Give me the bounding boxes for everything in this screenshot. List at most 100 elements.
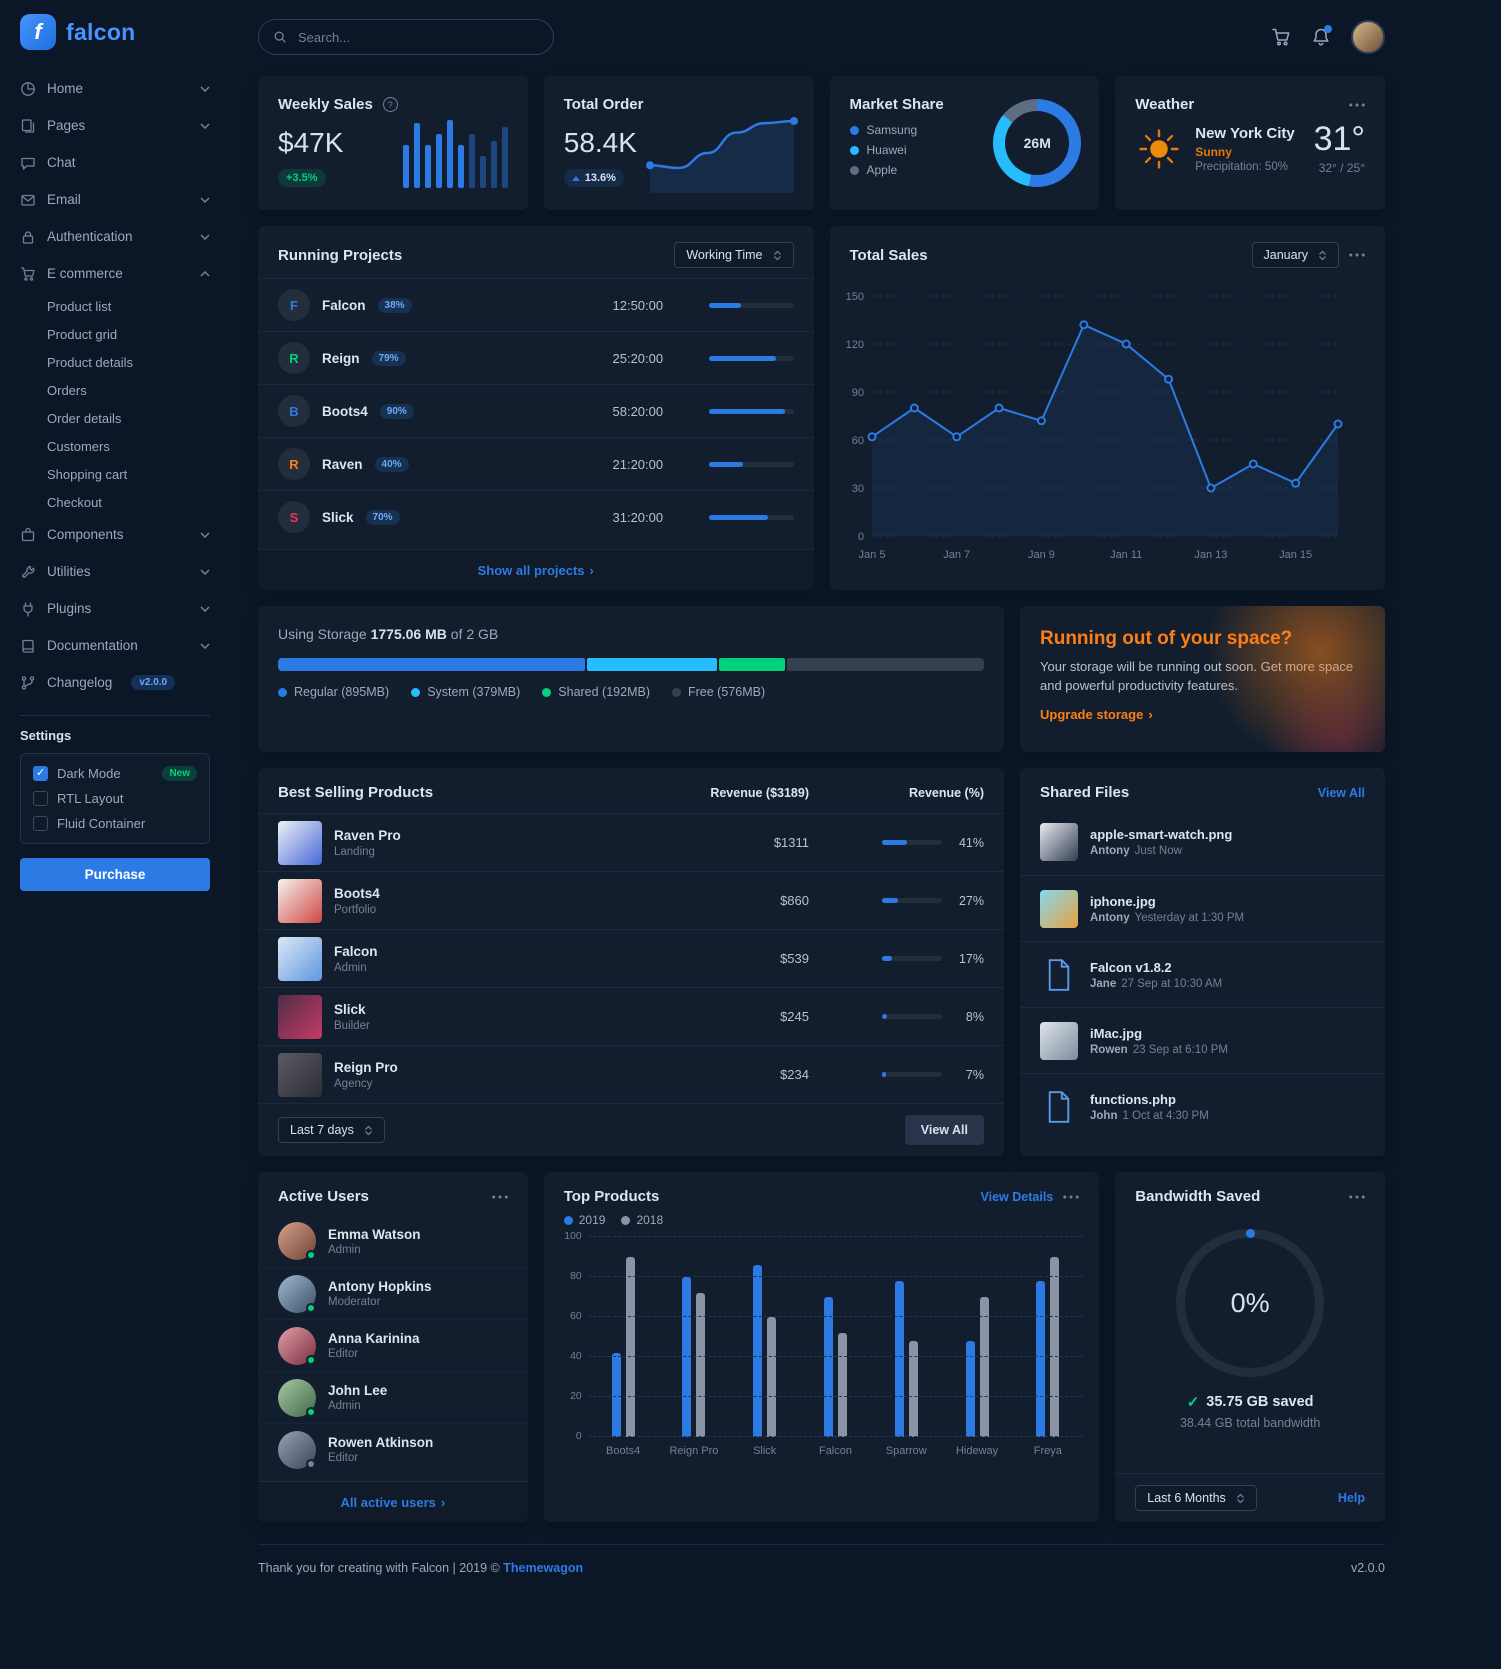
sidebar-item-authentication[interactable]: Authentication [20,218,210,255]
sidebar-item-product-list[interactable]: Product list [47,298,112,314]
card-menu-icon[interactable] [1063,1194,1079,1199]
period-select[interactable]: Last 6 Months [1135,1485,1257,1511]
sidebar-item-documentation[interactable]: Documentation [20,627,210,664]
view-all-button[interactable]: View All [904,1115,984,1145]
check-icon: ✓ [1186,1394,1200,1411]
file-row[interactable]: Falcon v1.8.2 Jane 27 Sep at 10:30 AM [1020,941,1385,1007]
new-badge: New [162,766,197,781]
product-name[interactable]: Slick [334,1001,366,1017]
user-name[interactable]: Rowen Atkinson [328,1435,434,1450]
legend-item: Regular (895MB) [278,685,389,699]
user-name[interactable]: Anna Karinina [328,1331,420,1346]
chevron-right-icon: › [1148,706,1153,722]
project-progress-badge: 79% [371,350,406,366]
storage-upsell-card: Running out of your space? Your storage … [1020,606,1385,752]
product-revenue: $860 [780,893,809,908]
sidebar-item-shopping-cart[interactable]: Shopping cart [47,466,128,482]
project-progress-bar [708,408,794,414]
help-link[interactable]: Help [1337,1491,1365,1505]
sidebar-item-product-details[interactable]: Product details [47,354,133,370]
card-menu-icon[interactable] [1349,253,1365,257]
book-icon [22,639,34,653]
sort-arrows-icon [1236,1493,1244,1503]
cart-icon[interactable] [1271,27,1291,47]
file-time: 1 Oct at 4:30 PM [1122,1109,1209,1122]
avatar [278,1326,316,1365]
sidebar-item-plugins[interactable]: Plugins [20,590,210,627]
sidebar-item-customers[interactable]: Customers [47,438,110,454]
revenue-column-header: Revenue ($3189) [710,785,809,800]
nav-label: Documentation [47,638,138,653]
storage-title: Using Storage 1775.06 MB of 2 GB [278,626,499,642]
dark-mode-checkbox[interactable] [33,766,48,781]
project-name[interactable]: Slick [322,509,354,525]
search-box[interactable] [258,19,554,55]
product-name[interactable]: Falcon [334,943,378,959]
date-range-select[interactable]: Last 7 days [278,1117,385,1143]
chevron-down-icon [200,605,210,612]
purchase-button[interactable]: Purchase [20,858,210,891]
project-name[interactable]: Raven [322,456,363,472]
sidebar-item-chat[interactable]: Chat [20,144,210,181]
sidebar-item-product-grid[interactable]: Product grid [47,326,118,342]
revenue-pct: 7% [965,1067,984,1082]
fluid-container-toggle[interactable]: Fluid Container [33,816,197,831]
file-icon [1048,1090,1070,1123]
bell-icon[interactable] [1311,25,1332,47]
fluid-checkbox[interactable] [33,816,48,831]
project-name[interactable]: Reign [322,350,360,366]
wrench-icon [21,565,35,578]
sidebar-item-utilities[interactable]: Utilities [20,553,210,590]
rtl-checkbox[interactable] [33,791,48,806]
all-active-users-link[interactable]: All active users › [258,1481,528,1522]
sidebar-item-email[interactable]: Email [20,181,210,218]
nav-label: Chat [47,155,76,170]
file-row[interactable]: functions.php John 1 Oct at 4:30 PM [1020,1073,1385,1139]
sidebar-item-order-details[interactable]: Order details [47,410,122,426]
card-menu-icon[interactable] [1349,1194,1365,1199]
user-row: Rowen Atkinson Editor [258,1423,528,1475]
file-row[interactable]: iphone.jpg Antony Yesterday at 1:30 PM [1020,875,1385,941]
help-icon[interactable]: ? [382,97,398,112]
user-avatar[interactable] [1351,20,1385,54]
product-name[interactable]: Reign Pro [334,1059,398,1075]
legend-dot [278,687,287,697]
project-name[interactable]: Falcon [322,297,366,313]
sidebar-item-changelog[interactable]: Changelog v2.0.0 [20,664,210,701]
working-time-select[interactable]: Working Time [674,242,794,268]
brand-logo[interactable]: f falcon [20,14,210,50]
user-name[interactable]: Antony Hopkins [328,1279,432,1294]
upsell-body: Your storage will be running out soon. G… [1040,659,1354,693]
show-all-projects[interactable]: Show all projects › [258,549,814,590]
top-products-chart: 0 20 40 60 80 100 Boots4 Reign Pro Slick Falcon S… [544,1230,1100,1457]
search-input[interactable] [296,28,539,46]
card-menu-icon[interactable] [492,1194,508,1199]
user-name[interactable]: John Lee [328,1383,388,1398]
user-name[interactable]: Emma Watson [328,1226,421,1242]
sidebar-item-checkout[interactable]: Checkout [47,494,102,510]
dark-mode-toggle[interactable]: Dark Mode New [33,766,197,781]
project-name[interactable]: Boots4 [322,403,368,419]
sidebar-item-ecommerce[interactable]: E commerce [20,255,210,292]
product-category: Portfolio [334,903,377,916]
sidebar-item-orders[interactable]: Orders [47,382,87,398]
card-menu-icon[interactable] [1349,102,1365,107]
themewagon-link[interactable]: Themewagon [503,1561,584,1575]
rtl-layout-toggle[interactable]: RTL Layout [33,791,197,806]
file-row[interactable]: iMac.jpg Rowen 23 Sep at 6:10 PM [1020,1007,1385,1073]
nav-label: Authentication [47,229,133,244]
view-all-link[interactable]: View All [1317,785,1365,800]
view-details-link[interactable]: View Details [980,1189,1054,1204]
month-select[interactable]: January [1251,242,1339,268]
product-name[interactable]: Raven Pro [334,827,401,843]
topbar-icons [1271,20,1385,54]
upgrade-storage-link[interactable]: Upgrade storage › [1040,706,1153,722]
sidebar-item-pages[interactable]: Pages [20,107,210,144]
nav-label: Home [47,81,84,96]
product-name[interactable]: Boots4 [334,885,380,901]
svg-text:90: 90 [851,387,863,399]
sidebar-item-components[interactable]: Components [20,516,210,553]
file-row[interactable]: apple-smart-watch.png Antony Just Now [1020,809,1385,875]
sidebar-item-home[interactable]: Home [20,70,210,107]
legend-item: Huawei [849,143,1080,157]
